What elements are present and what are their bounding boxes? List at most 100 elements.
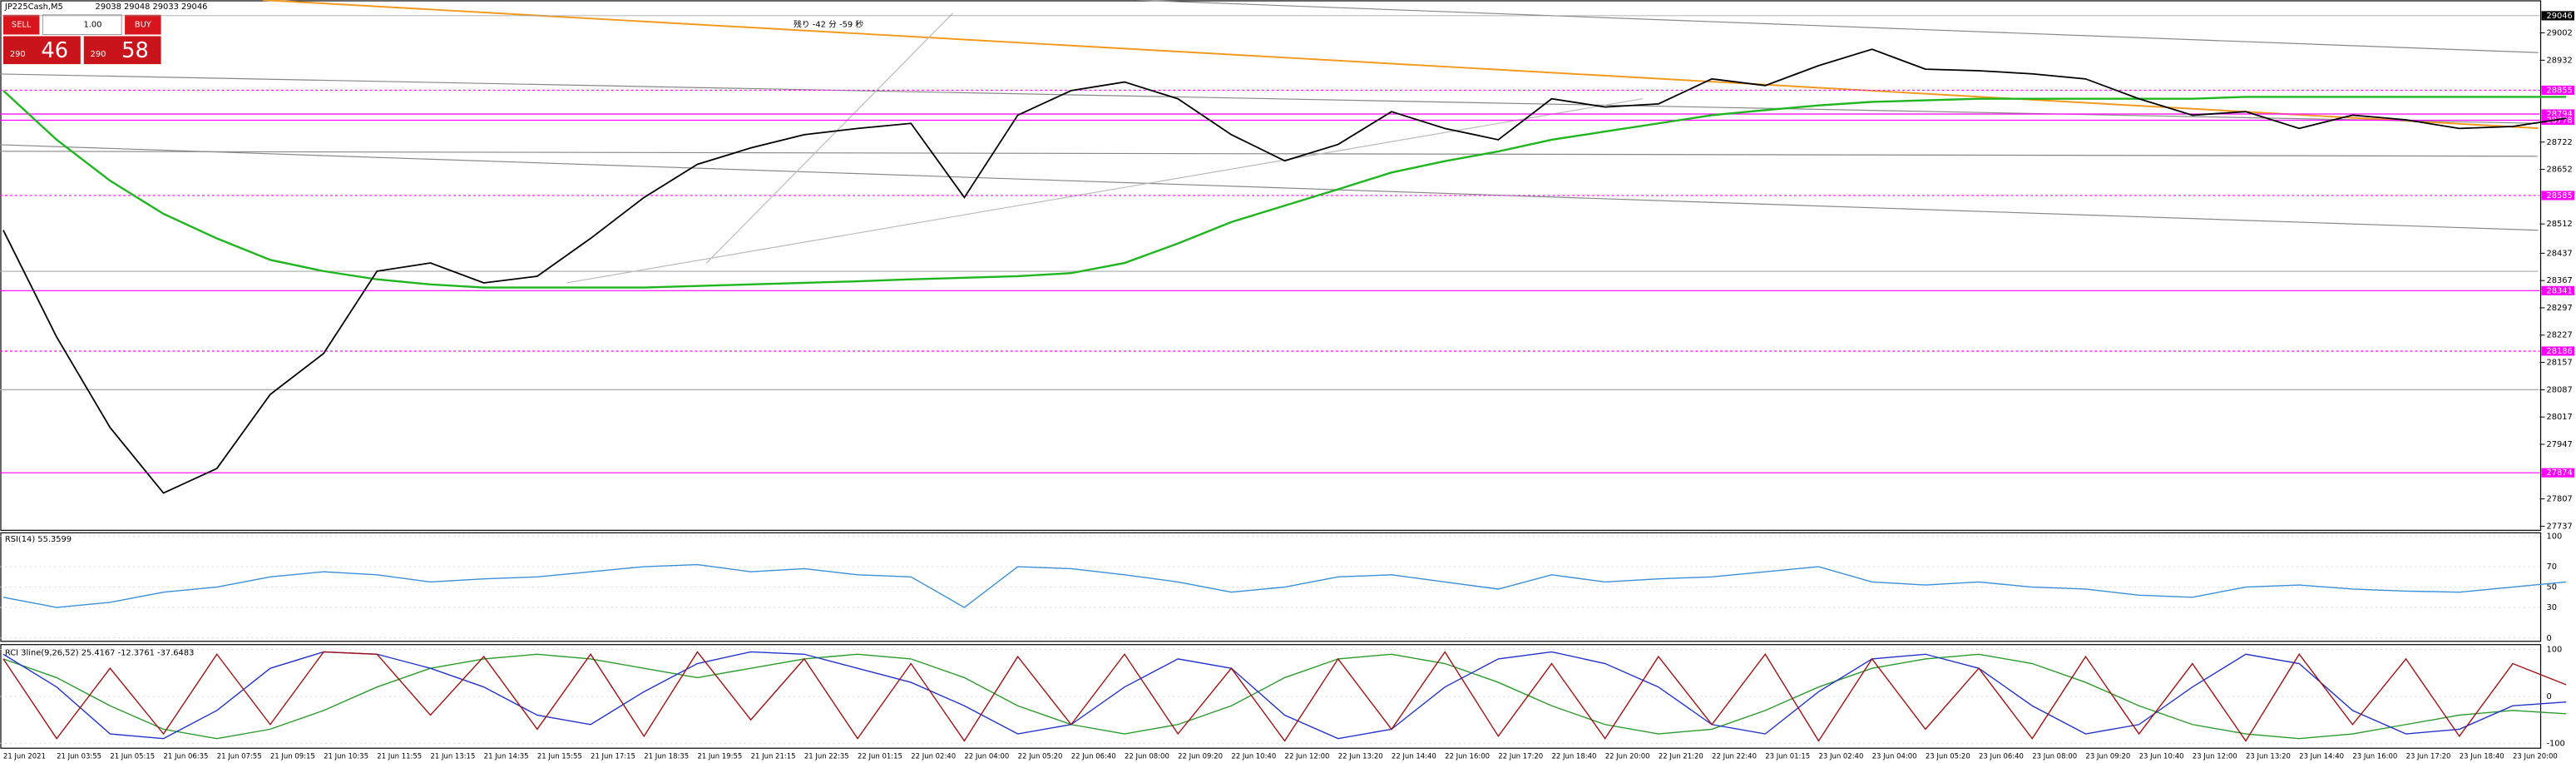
channel-line [1133, 0, 2539, 53]
drawn-objects [0, 0, 2539, 390]
time-label: 21 Jun 09:15 [270, 753, 315, 761]
price-tick-label: 28367 [2546, 276, 2572, 285]
price-tick-label: 28297 [2546, 304, 2572, 313]
time-label: 22 Jun 22:40 [1712, 753, 1757, 761]
sell-button[interactable] [2, 14, 40, 35]
bid-small: 46 [41, 38, 68, 63]
price-tick-label: 28087 [2546, 385, 2572, 394]
buy-label: BUY [135, 21, 152, 30]
time-label: 21 Jun 2021 [3, 753, 46, 761]
time-label: 23 Jun 04:00 [1872, 753, 1917, 761]
rsi-tick-label: 70 [2546, 562, 2557, 572]
time-label: 23 Jun 01:15 [1765, 753, 1810, 761]
level-tag [2541, 346, 2575, 356]
rsi-title: RSI(14) 55.3599 [5, 535, 72, 544]
trade-panel: SELL 1.00 BUY 290 46 290 58 [2, 14, 161, 65]
price-tick-label: 27947 [2546, 440, 2572, 449]
orange-trendline [262, 0, 2539, 130]
time-label: 21 Jun 10:35 [324, 753, 368, 761]
price-tick-label: 28437 [2546, 249, 2572, 258]
countdown: 残り -42 分 -59 秒 [794, 19, 863, 30]
level-label: 28186 [2546, 347, 2572, 356]
sell-label: SELL [12, 21, 32, 30]
ask-small: 58 [121, 38, 149, 63]
fan-line [705, 12, 953, 264]
time-label: 21 Jun 03:55 [57, 753, 101, 761]
rsi-tick-label: 50 [2546, 583, 2557, 592]
time-label: 23 Jun 09:20 [2085, 753, 2130, 761]
time-label: 22 Jun 21:20 [1659, 753, 1703, 761]
current-price: 29046 [2546, 12, 2572, 21]
rsi-tick-label: 30 [2546, 603, 2557, 612]
time-label: 23 Jun 13:20 [2246, 753, 2291, 761]
channel-line [0, 73, 2539, 124]
time-label: 21 Jun 21:15 [751, 753, 796, 761]
time-label: 22 Jun 12:00 [1285, 753, 1330, 761]
time-label: 22 Jun 16:00 [1445, 753, 1490, 761]
rsi-tick-label: 100 [2546, 532, 2562, 541]
price-tick-label: 28227 [2546, 331, 2572, 340]
current-tag [2541, 11, 2575, 21]
time-label: 22 Jun 18:40 [1552, 753, 1597, 761]
time-label: 21 Jun 18:35 [644, 753, 689, 761]
price-tick-label: 28652 [2546, 166, 2572, 175]
main-panel [0, 0, 2542, 531]
time-label: 23 Jun 08:00 [2032, 753, 2077, 761]
time-label: 23 Jun 20:00 [2513, 753, 2558, 761]
lot-input[interactable] [42, 14, 122, 35]
time-label: 23 Jun 17:20 [2406, 753, 2451, 761]
time-label: 22 Jun 10:40 [1231, 753, 1276, 761]
ask-box[interactable] [83, 36, 161, 65]
lot-value: 1.00 [84, 21, 102, 30]
time-label: 21 Jun 15:55 [537, 753, 582, 761]
time-label: 21 Jun 22:35 [804, 753, 849, 761]
rci-fast [2, 651, 2567, 742]
level-label: 28778 [2546, 116, 2572, 126]
time-label: 23 Jun 06:40 [1979, 753, 2024, 761]
channel-line [0, 144, 2539, 231]
price-tick-label: 28932 [2546, 56, 2572, 65]
level-tag [2541, 85, 2575, 95]
time-label: 22 Jun 14:40 [1392, 753, 1436, 761]
level-label: 28341 [2546, 286, 2572, 295]
level-tag [2541, 468, 2575, 478]
time-label: 22 Jun 05:20 [1018, 753, 1063, 761]
rci-tick-label: -100 [2546, 739, 2564, 748]
bid-big: 290 [10, 50, 26, 59]
time-label: 23 Jun 02:40 [1818, 753, 1863, 761]
buy-button[interactable] [125, 14, 161, 35]
time-label: 21 Jun 06:35 [164, 753, 209, 761]
price-line [2, 48, 2567, 494]
time-label: 23 Jun 12:00 [2193, 753, 2237, 761]
time-label: 23 Jun 16:00 [2352, 753, 2397, 761]
time-label: 21 Jun 13:15 [430, 753, 475, 761]
time-label: 22 Jun 13:20 [1338, 753, 1383, 761]
ask-big: 290 [91, 50, 106, 59]
level-label: 28585 [2546, 191, 2572, 201]
ohlc: 29038 29048 29033 29046 [96, 2, 208, 12]
bid-box[interactable] [2, 36, 81, 65]
level-label: 28794 [2546, 110, 2572, 119]
rci-tick-label: 0 [2546, 692, 2551, 701]
level-label: 28855 [2546, 86, 2572, 95]
price-tick-label: 28157 [2546, 359, 2572, 368]
price-tick-label: 28512 [2546, 220, 2572, 229]
rci-mid [2, 651, 2567, 740]
rci-tick-label: 100 [2546, 646, 2562, 655]
symbol: JP225Cash,M5 [4, 2, 63, 12]
level-tag [2541, 191, 2575, 201]
time-label: 23 Jun 18:40 [2460, 753, 2504, 761]
price-tick-label: 29002 [2546, 29, 2572, 38]
time-label: 22 Jun 02:40 [911, 753, 956, 761]
time-label: 22 Jun 04:00 [964, 753, 1009, 761]
level-tag [2541, 285, 2575, 295]
time-label: 22 Jun 09:20 [1178, 753, 1223, 761]
time-label: 21 Jun 05:15 [110, 753, 155, 761]
level-label: 27874 [2546, 468, 2572, 478]
time-label: 22 Jun 08:00 [1125, 753, 1169, 761]
time-label: 21 Jun 11:55 [377, 753, 422, 761]
rsi-tick-label: 0 [2546, 634, 2551, 643]
